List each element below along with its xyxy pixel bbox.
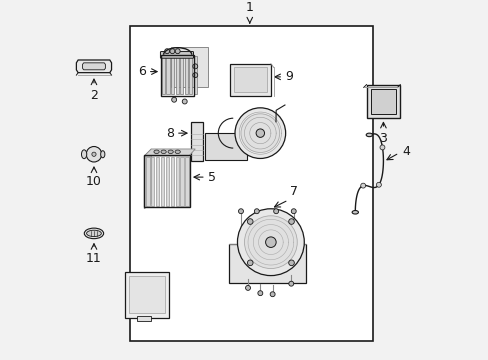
- Text: 3: 3: [379, 132, 386, 145]
- Text: 7: 7: [290, 185, 298, 198]
- Ellipse shape: [84, 228, 103, 239]
- Circle shape: [270, 292, 275, 297]
- Bar: [162, 56, 164, 94]
- Bar: [165, 157, 169, 206]
- Bar: [230, 64, 270, 95]
- Circle shape: [175, 49, 180, 54]
- Circle shape: [164, 49, 169, 54]
- Circle shape: [288, 260, 294, 266]
- Ellipse shape: [351, 211, 358, 214]
- Ellipse shape: [366, 133, 372, 137]
- Polygon shape: [144, 149, 151, 209]
- Circle shape: [376, 182, 381, 187]
- Polygon shape: [76, 60, 111, 73]
- Circle shape: [86, 147, 102, 162]
- Text: 6: 6: [138, 65, 146, 78]
- Text: 1: 1: [245, 1, 253, 14]
- Bar: [124, 272, 168, 318]
- Circle shape: [273, 209, 278, 214]
- Bar: [151, 157, 154, 206]
- Circle shape: [237, 209, 304, 276]
- Circle shape: [244, 216, 297, 269]
- Circle shape: [257, 291, 262, 296]
- Bar: [175, 56, 179, 94]
- Bar: [204, 133, 247, 159]
- Text: 11: 11: [86, 252, 102, 265]
- Circle shape: [192, 73, 197, 77]
- Text: 2: 2: [90, 89, 98, 102]
- Bar: [189, 56, 192, 94]
- Text: 10: 10: [86, 175, 102, 188]
- Ellipse shape: [81, 150, 86, 159]
- Circle shape: [254, 209, 259, 214]
- Bar: [170, 47, 207, 87]
- Bar: [144, 155, 190, 207]
- Circle shape: [171, 97, 176, 102]
- Ellipse shape: [161, 150, 166, 154]
- Text: 5: 5: [207, 171, 216, 184]
- Bar: [366, 85, 400, 118]
- Circle shape: [379, 145, 384, 150]
- Circle shape: [247, 219, 252, 224]
- Bar: [170, 157, 174, 206]
- Bar: [370, 89, 395, 114]
- Ellipse shape: [86, 230, 101, 237]
- Bar: [130, 26, 372, 341]
- Polygon shape: [82, 63, 105, 70]
- Bar: [161, 157, 164, 206]
- Circle shape: [192, 64, 197, 69]
- Circle shape: [241, 114, 279, 153]
- Bar: [124, 274, 132, 284]
- Circle shape: [182, 99, 187, 104]
- Bar: [175, 157, 179, 206]
- Text: 9: 9: [285, 70, 293, 84]
- Circle shape: [256, 129, 264, 138]
- Bar: [129, 276, 164, 312]
- Circle shape: [288, 219, 294, 224]
- Bar: [161, 55, 193, 95]
- Circle shape: [247, 260, 252, 266]
- Bar: [185, 157, 188, 206]
- Ellipse shape: [154, 150, 159, 154]
- Bar: [137, 316, 151, 321]
- Circle shape: [245, 285, 250, 291]
- Circle shape: [238, 209, 243, 214]
- Bar: [228, 244, 305, 283]
- Bar: [180, 56, 183, 94]
- Circle shape: [265, 237, 276, 247]
- Bar: [193, 56, 197, 94]
- Bar: [171, 56, 174, 94]
- Text: 8: 8: [166, 127, 174, 140]
- Bar: [146, 157, 149, 206]
- Bar: [233, 67, 267, 92]
- Circle shape: [92, 152, 96, 156]
- Ellipse shape: [101, 151, 104, 158]
- Polygon shape: [144, 149, 195, 156]
- Bar: [184, 56, 187, 94]
- Ellipse shape: [175, 150, 180, 154]
- Bar: [191, 122, 203, 161]
- Bar: [180, 157, 183, 206]
- Text: 4: 4: [402, 145, 410, 158]
- Ellipse shape: [168, 150, 173, 154]
- FancyBboxPatch shape: [160, 51, 193, 58]
- Circle shape: [360, 183, 365, 188]
- Bar: [166, 56, 169, 94]
- Circle shape: [288, 281, 293, 286]
- Bar: [156, 157, 159, 206]
- Circle shape: [291, 209, 296, 214]
- Circle shape: [170, 49, 175, 54]
- Circle shape: [235, 108, 285, 158]
